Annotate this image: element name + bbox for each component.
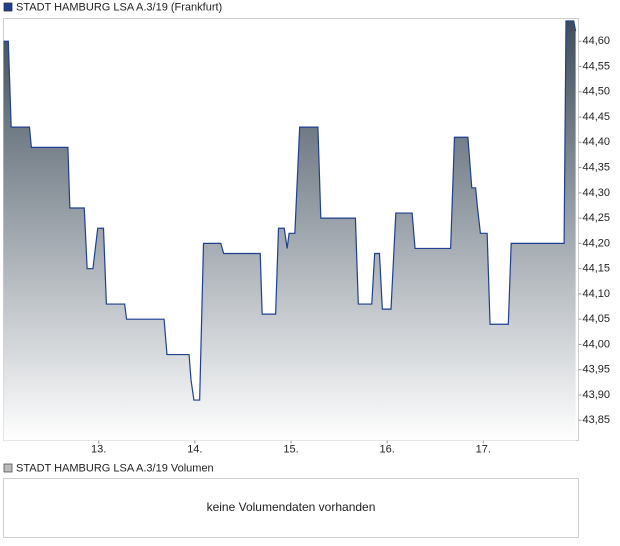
y-tick-label: 44,40: [583, 136, 611, 148]
volume-frame: [3, 478, 579, 538]
volume-legend-swatch: [3, 463, 13, 473]
volume-message: keine Volumendaten vorhanden: [207, 500, 376, 514]
area: [3, 21, 576, 441]
y-tick-label: 44,35: [583, 161, 611, 173]
y-tick-label: 43,85: [583, 414, 611, 426]
y-tick-label: 44,25: [583, 212, 611, 224]
y-tick-label: 44,10: [583, 288, 611, 300]
y-tick-label: 44,00: [583, 338, 611, 350]
y-tick-label: 43,90: [583, 389, 611, 401]
x-tick-label: 13.: [91, 443, 106, 455]
y-tick-label: 44,15: [583, 263, 611, 275]
y-tick-label: 44,55: [583, 60, 611, 72]
x-tick-label: 14.: [187, 443, 202, 455]
volume-legend-label: STADT HAMBURG LSA A.3/19 Volumen: [16, 462, 214, 474]
x-tick-label: 15.: [283, 443, 298, 455]
y-tick-label: 44,05: [583, 313, 611, 325]
y-tick-label: 44,50: [583, 86, 611, 98]
y-tick-label: 43,95: [583, 364, 611, 376]
x-tick-label: 16.: [380, 443, 395, 455]
legend-swatch: [3, 2, 13, 12]
plot-area: [3, 20, 577, 441]
x-tick-label: 17.: [476, 443, 491, 455]
y-tick-label: 44,60: [583, 35, 611, 47]
line: [3, 20, 577, 401]
legend-label: STADT HAMBURG LSA A.3/19 (Frankfurt): [16, 1, 222, 13]
y-tick-label: 44,20: [583, 237, 611, 249]
y-tick-label: 44,45: [583, 111, 611, 123]
y-tick-label: 44,30: [583, 187, 611, 199]
